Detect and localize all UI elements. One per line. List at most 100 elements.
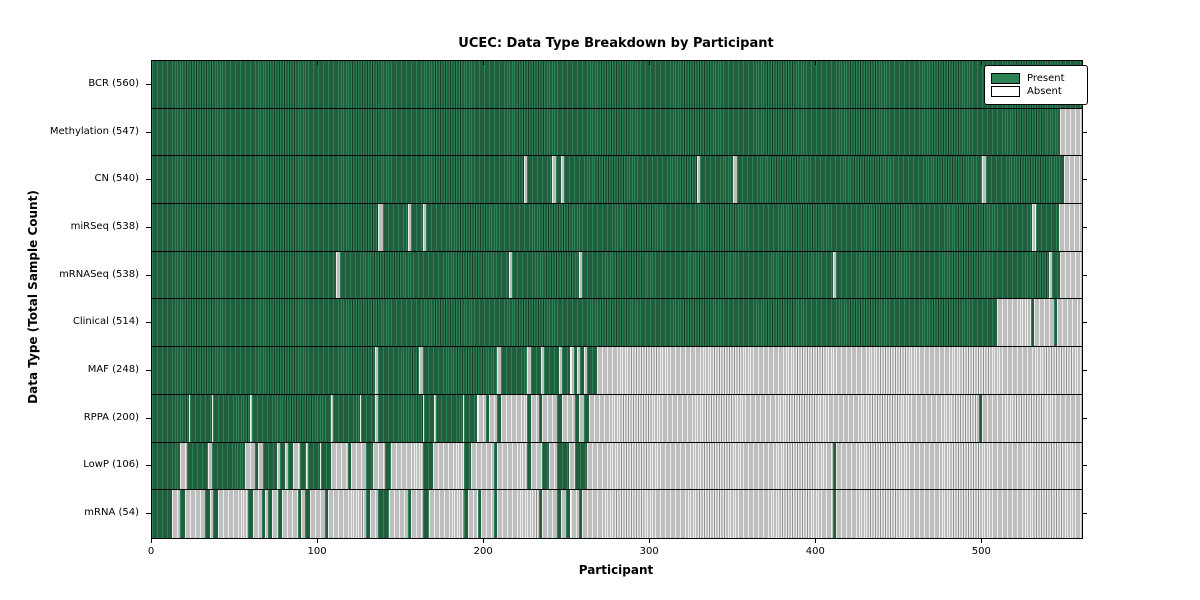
segment-present <box>527 156 553 204</box>
segment-absent <box>509 251 513 299</box>
row-label-MAF: MAF (248) <box>87 364 139 376</box>
y-tick-mark <box>146 227 151 228</box>
segment-present <box>422 490 430 538</box>
segment-present <box>304 490 310 538</box>
segment-absent <box>331 394 333 442</box>
segment-absent <box>171 490 181 538</box>
legend-label-present: Present <box>1027 73 1065 84</box>
y-tick-mark <box>1082 227 1087 228</box>
segment-present <box>382 204 408 251</box>
x-tick-mark <box>151 538 152 543</box>
segment-present <box>407 490 412 538</box>
segment-absent <box>264 490 269 538</box>
segment-absent <box>1048 251 1053 299</box>
segment-absent <box>306 442 309 490</box>
segment-present <box>213 394 250 442</box>
segment-absent <box>188 394 191 442</box>
x-tick-label: 200 <box>473 546 493 557</box>
y-tick-mark <box>1082 465 1087 466</box>
segment-present <box>152 61 1082 108</box>
row-label-RPPA: RPPA (200) <box>83 411 139 423</box>
segment-present <box>485 394 490 442</box>
legend-item-present: Present <box>991 73 1081 84</box>
segment-absent <box>696 156 701 204</box>
segment-absent <box>560 490 566 538</box>
segment-present <box>477 490 481 538</box>
matrix-row-MAF <box>152 347 1082 395</box>
segment-absent <box>587 442 833 490</box>
legend-swatch-absent-icon <box>991 86 1020 97</box>
row-label-Clinical: Clinical (514) <box>72 316 139 328</box>
row-label-mRNA: mRNA (54) <box>84 507 139 519</box>
y-tick-mark <box>146 465 151 466</box>
segment-present <box>527 394 531 442</box>
segment-absent <box>249 394 252 442</box>
plot-area <box>151 60 1083 539</box>
segment-present <box>152 347 375 394</box>
segment-absent <box>422 394 425 442</box>
segment-absent <box>374 347 378 394</box>
chart-title: UCEC: Data Type Breakdown by Participant <box>458 36 774 51</box>
segment-absent <box>530 442 543 490</box>
segment-absent <box>245 442 255 490</box>
segment-present <box>557 394 563 442</box>
segment-absent <box>218 490 249 538</box>
segment-present <box>190 394 212 442</box>
segment-absent <box>369 490 378 538</box>
x-tick-mark-top <box>815 61 817 65</box>
segment-present <box>361 394 375 442</box>
x-tick-mark <box>649 538 651 543</box>
segment-present <box>494 490 498 538</box>
segment-absent <box>470 442 495 490</box>
x-tick-mark <box>815 538 817 543</box>
segment-absent <box>372 442 385 490</box>
segment-present <box>377 347 420 394</box>
segment-present <box>422 442 433 490</box>
segment-present <box>152 299 998 347</box>
segment-present <box>384 442 392 490</box>
segment-absent <box>351 442 367 490</box>
x-tick-label: 400 <box>805 546 825 557</box>
segment-present <box>555 156 561 204</box>
segment-present <box>538 490 543 538</box>
segment-absent <box>309 490 325 538</box>
segment-absent <box>588 394 980 442</box>
x-tick-label: 100 <box>307 546 327 557</box>
legend-swatch-present-icon <box>991 73 1020 84</box>
segment-absent <box>1060 108 1082 156</box>
segment-absent <box>832 251 837 299</box>
segment-present <box>832 442 837 490</box>
segment-present <box>347 442 352 490</box>
matrix-row-Clinical <box>152 299 1082 348</box>
x-tick-mark <box>317 538 319 543</box>
segment-present <box>979 394 983 442</box>
segment-present <box>333 394 360 442</box>
segment-absent <box>583 347 588 394</box>
segment-absent <box>1058 204 1082 251</box>
y-tick-mark <box>146 84 151 85</box>
row-label-miRSeq: miRSeq (538) <box>70 220 139 232</box>
segment-absent <box>389 490 408 538</box>
segment-absent <box>374 394 378 442</box>
row-label-BCR: BCR (560) <box>88 77 139 89</box>
x-tick-mark <box>483 538 485 543</box>
segment-present <box>411 204 423 251</box>
y-tick-mark <box>1082 179 1087 180</box>
segment-present <box>464 394 478 442</box>
x-tick-mark-top <box>151 61 152 65</box>
segment-absent <box>462 394 465 442</box>
segment-absent <box>524 156 528 204</box>
segment-present <box>500 347 528 394</box>
segment-absent <box>597 347 1082 394</box>
row-label-CN: CN (540) <box>94 173 139 185</box>
segment-absent <box>497 347 501 394</box>
segment-absent <box>500 394 528 442</box>
segment-present <box>366 442 373 490</box>
segment-present <box>424 394 435 442</box>
segment-absent <box>562 394 576 442</box>
segment-absent <box>253 490 262 538</box>
matrix-row-mRNA <box>152 490 1082 538</box>
segment-present <box>205 490 211 538</box>
segment-present <box>836 251 1049 299</box>
segment-present <box>543 347 559 394</box>
